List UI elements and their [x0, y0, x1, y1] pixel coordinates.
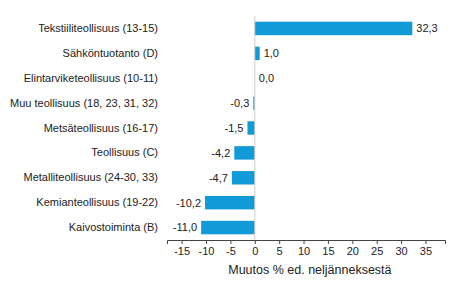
x-tick-label: 35: [420, 245, 432, 257]
chart: 32,31,00,0-0,3-1,5-4,2-4,7-10,2-11,0-15-…: [0, 0, 454, 302]
x-tick: 35: [420, 240, 432, 257]
x-tick-mark: [352, 240, 353, 244]
y-tick: Metalliteollisuus (24-30, 33): [23, 171, 158, 183]
y-tick: Tekstiiliteollisuus (13-15): [38, 22, 158, 34]
x-tick: 0: [252, 240, 258, 257]
x-tick-mark: [328, 240, 329, 244]
plot: 32,31,00,0-0,3-1,5-4,2-4,7-10,2-11,0-15-…: [10, 16, 445, 257]
y-tick: Kemianteollisuus (19-22): [36, 196, 158, 208]
x-tick-mark: [279, 240, 280, 244]
data-label: -10,2: [176, 197, 201, 209]
data-labels: 32,3 1,0 0,0 -0,3 -1,5 -4,2 -4,7 -10,2 -11,0: [173, 22, 438, 233]
x-axis-line: [168, 241, 446, 245]
data-label: -1,5: [225, 122, 244, 134]
x-tick-mark: [255, 240, 256, 244]
y-tick-label: Kaivostoiminta (B): [69, 221, 158, 233]
data-label: -4,2: [211, 147, 230, 159]
y-tick: Sähköntuotanto (D): [63, 47, 158, 59]
x-tick-label: 10: [298, 245, 310, 257]
y-tick-label: Elintarviketeollisuus (10-11): [24, 72, 158, 84]
x-tick-mark: [401, 240, 402, 244]
bar: [247, 121, 254, 134]
x-tick-label: 20: [347, 245, 359, 257]
bars: [201, 22, 412, 235]
x-tick-label: 25: [371, 245, 383, 257]
data-label: 1,0: [264, 47, 279, 59]
x-axis: -15 -10 -5 0 5 10 15 20 25 30 35: [168, 240, 446, 257]
x-tick: 20: [347, 240, 359, 257]
y-tick: Elintarviketeollisuus (10-11): [24, 72, 158, 84]
x-tick-label: 5: [277, 245, 283, 257]
y-tick: Kaivostoiminta (B): [69, 221, 158, 233]
x-tick-mark: [182, 240, 183, 244]
x-tick-label: -10: [199, 245, 215, 257]
y-tick-label: Sähköntuotanto (D): [63, 47, 158, 59]
x-tick: 25: [371, 240, 383, 257]
data-label: -4,7: [209, 172, 228, 184]
y-tick-label: Teollisuus (C): [91, 146, 158, 158]
y-tick-label: Kemianteollisuus (19-22): [36, 196, 158, 208]
y-tick: Teollisuus (C): [91, 146, 158, 158]
y-tick-label: Tekstiiliteollisuus (13-15): [38, 22, 158, 34]
x-tick-label: 0: [252, 245, 258, 257]
zero-line: [254, 16, 255, 240]
x-axis-title: Muutos % ed. neljänneksestä: [228, 263, 391, 277]
y-tick: Muu teollisuus (18, 23, 31, 32): [10, 97, 158, 109]
x-tick-label: 30: [395, 245, 407, 257]
bar: [232, 171, 255, 184]
x-tick-mark: [230, 240, 231, 244]
data-label: 0,0: [259, 72, 274, 84]
data-label: -11,0: [173, 221, 197, 233]
x-tick: -5: [226, 240, 236, 257]
bar: [205, 196, 255, 209]
y-tick-label: Metsäteollisuus (16-17): [44, 122, 158, 134]
x-tick: 10: [298, 240, 310, 257]
y-tick-label: Metalliteollisuus (24-30, 33): [23, 171, 158, 183]
x-tick: 30: [395, 240, 407, 257]
x-tick-label: -15: [174, 245, 190, 257]
x-tick-mark: [206, 240, 207, 244]
bar: [201, 221, 255, 234]
y-tick: Metsäteollisuus (16-17): [44, 122, 158, 134]
data-label: 32,3: [416, 22, 437, 34]
x-tick-mark: [377, 240, 378, 244]
data-label: -0,3: [230, 97, 249, 109]
x-tick-mark: [304, 240, 305, 244]
bar: [255, 22, 413, 35]
y-tick-label: Muu teollisuus (18, 23, 31, 32): [10, 97, 158, 109]
x-tick-label: 15: [322, 245, 334, 257]
bar: [234, 146, 254, 159]
x-tick-label: -5: [226, 245, 236, 257]
x-tick: -10: [199, 240, 215, 257]
y-axis: Tekstiiliteollisuus (13-15) Sähköntuotant…: [10, 22, 158, 233]
x-tick: -15: [174, 240, 190, 257]
x-tick-mark: [425, 240, 426, 244]
x-tick: 5: [277, 240, 283, 257]
bar: [255, 47, 260, 60]
x-tick: 15: [322, 240, 334, 257]
